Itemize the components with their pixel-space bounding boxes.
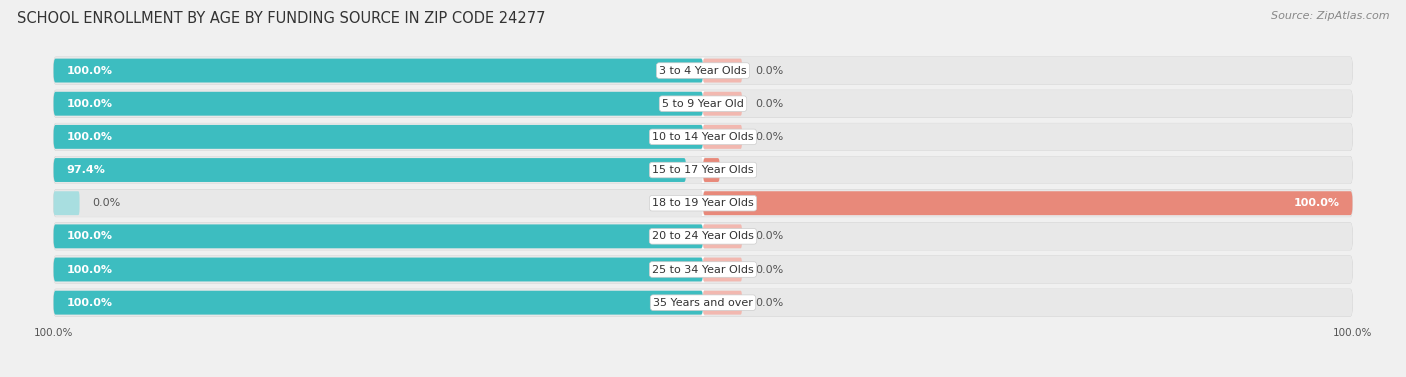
Text: SCHOOL ENROLLMENT BY AGE BY FUNDING SOURCE IN ZIP CODE 24277: SCHOOL ENROLLMENT BY AGE BY FUNDING SOUR… — [17, 11, 546, 26]
FancyBboxPatch shape — [53, 125, 703, 149]
Text: 5 to 9 Year Old: 5 to 9 Year Old — [662, 99, 744, 109]
FancyBboxPatch shape — [53, 57, 1353, 84]
Text: 15 to 17 Year Olds: 15 to 17 Year Olds — [652, 165, 754, 175]
FancyBboxPatch shape — [703, 90, 1353, 117]
FancyBboxPatch shape — [53, 289, 703, 316]
FancyBboxPatch shape — [703, 224, 742, 248]
FancyBboxPatch shape — [53, 59, 703, 83]
FancyBboxPatch shape — [53, 90, 1353, 117]
FancyBboxPatch shape — [53, 123, 703, 150]
Text: 100.0%: 100.0% — [66, 66, 112, 75]
FancyBboxPatch shape — [53, 190, 703, 217]
FancyBboxPatch shape — [703, 190, 1353, 217]
FancyBboxPatch shape — [53, 256, 1353, 283]
FancyBboxPatch shape — [53, 191, 80, 215]
FancyBboxPatch shape — [53, 224, 703, 248]
Text: 0.0%: 0.0% — [755, 231, 783, 241]
Text: 10 to 14 Year Olds: 10 to 14 Year Olds — [652, 132, 754, 142]
Text: 100.0%: 100.0% — [66, 132, 112, 142]
FancyBboxPatch shape — [703, 156, 1353, 184]
FancyBboxPatch shape — [53, 90, 703, 117]
Text: 35 Years and over: 35 Years and over — [652, 298, 754, 308]
FancyBboxPatch shape — [703, 223, 1353, 250]
Text: 100.0%: 100.0% — [66, 231, 112, 241]
FancyBboxPatch shape — [53, 223, 1353, 250]
Text: 2.6%: 2.6% — [676, 165, 707, 175]
FancyBboxPatch shape — [53, 92, 703, 116]
FancyBboxPatch shape — [53, 289, 1353, 316]
Text: 0.0%: 0.0% — [755, 99, 783, 109]
Text: 0.0%: 0.0% — [755, 298, 783, 308]
FancyBboxPatch shape — [703, 123, 1353, 150]
Text: 100.0%: 100.0% — [66, 99, 112, 109]
Text: 18 to 19 Year Olds: 18 to 19 Year Olds — [652, 198, 754, 208]
FancyBboxPatch shape — [703, 125, 742, 149]
Text: 100.0%: 100.0% — [66, 265, 112, 274]
Text: 20 to 24 Year Olds: 20 to 24 Year Olds — [652, 231, 754, 241]
FancyBboxPatch shape — [703, 57, 1353, 84]
FancyBboxPatch shape — [53, 257, 703, 282]
Text: 97.4%: 97.4% — [66, 165, 105, 175]
FancyBboxPatch shape — [53, 190, 1353, 217]
Text: 3 to 4 Year Olds: 3 to 4 Year Olds — [659, 66, 747, 75]
Text: 0.0%: 0.0% — [755, 265, 783, 274]
Text: 100.0%: 100.0% — [66, 298, 112, 308]
FancyBboxPatch shape — [53, 223, 703, 250]
FancyBboxPatch shape — [703, 256, 1353, 283]
FancyBboxPatch shape — [53, 123, 1353, 150]
FancyBboxPatch shape — [703, 158, 720, 182]
FancyBboxPatch shape — [53, 156, 703, 184]
FancyBboxPatch shape — [53, 256, 703, 283]
FancyBboxPatch shape — [703, 291, 742, 314]
Text: 0.0%: 0.0% — [93, 198, 121, 208]
FancyBboxPatch shape — [703, 289, 1353, 316]
FancyBboxPatch shape — [703, 92, 742, 116]
Text: 0.0%: 0.0% — [755, 66, 783, 75]
FancyBboxPatch shape — [703, 191, 1353, 215]
FancyBboxPatch shape — [53, 156, 1353, 184]
FancyBboxPatch shape — [703, 257, 742, 282]
FancyBboxPatch shape — [53, 158, 686, 182]
Text: Source: ZipAtlas.com: Source: ZipAtlas.com — [1271, 11, 1389, 21]
FancyBboxPatch shape — [53, 291, 703, 314]
FancyBboxPatch shape — [703, 59, 742, 83]
FancyBboxPatch shape — [53, 57, 703, 84]
Text: 100.0%: 100.0% — [1294, 198, 1340, 208]
Text: 0.0%: 0.0% — [755, 132, 783, 142]
Text: 25 to 34 Year Olds: 25 to 34 Year Olds — [652, 265, 754, 274]
